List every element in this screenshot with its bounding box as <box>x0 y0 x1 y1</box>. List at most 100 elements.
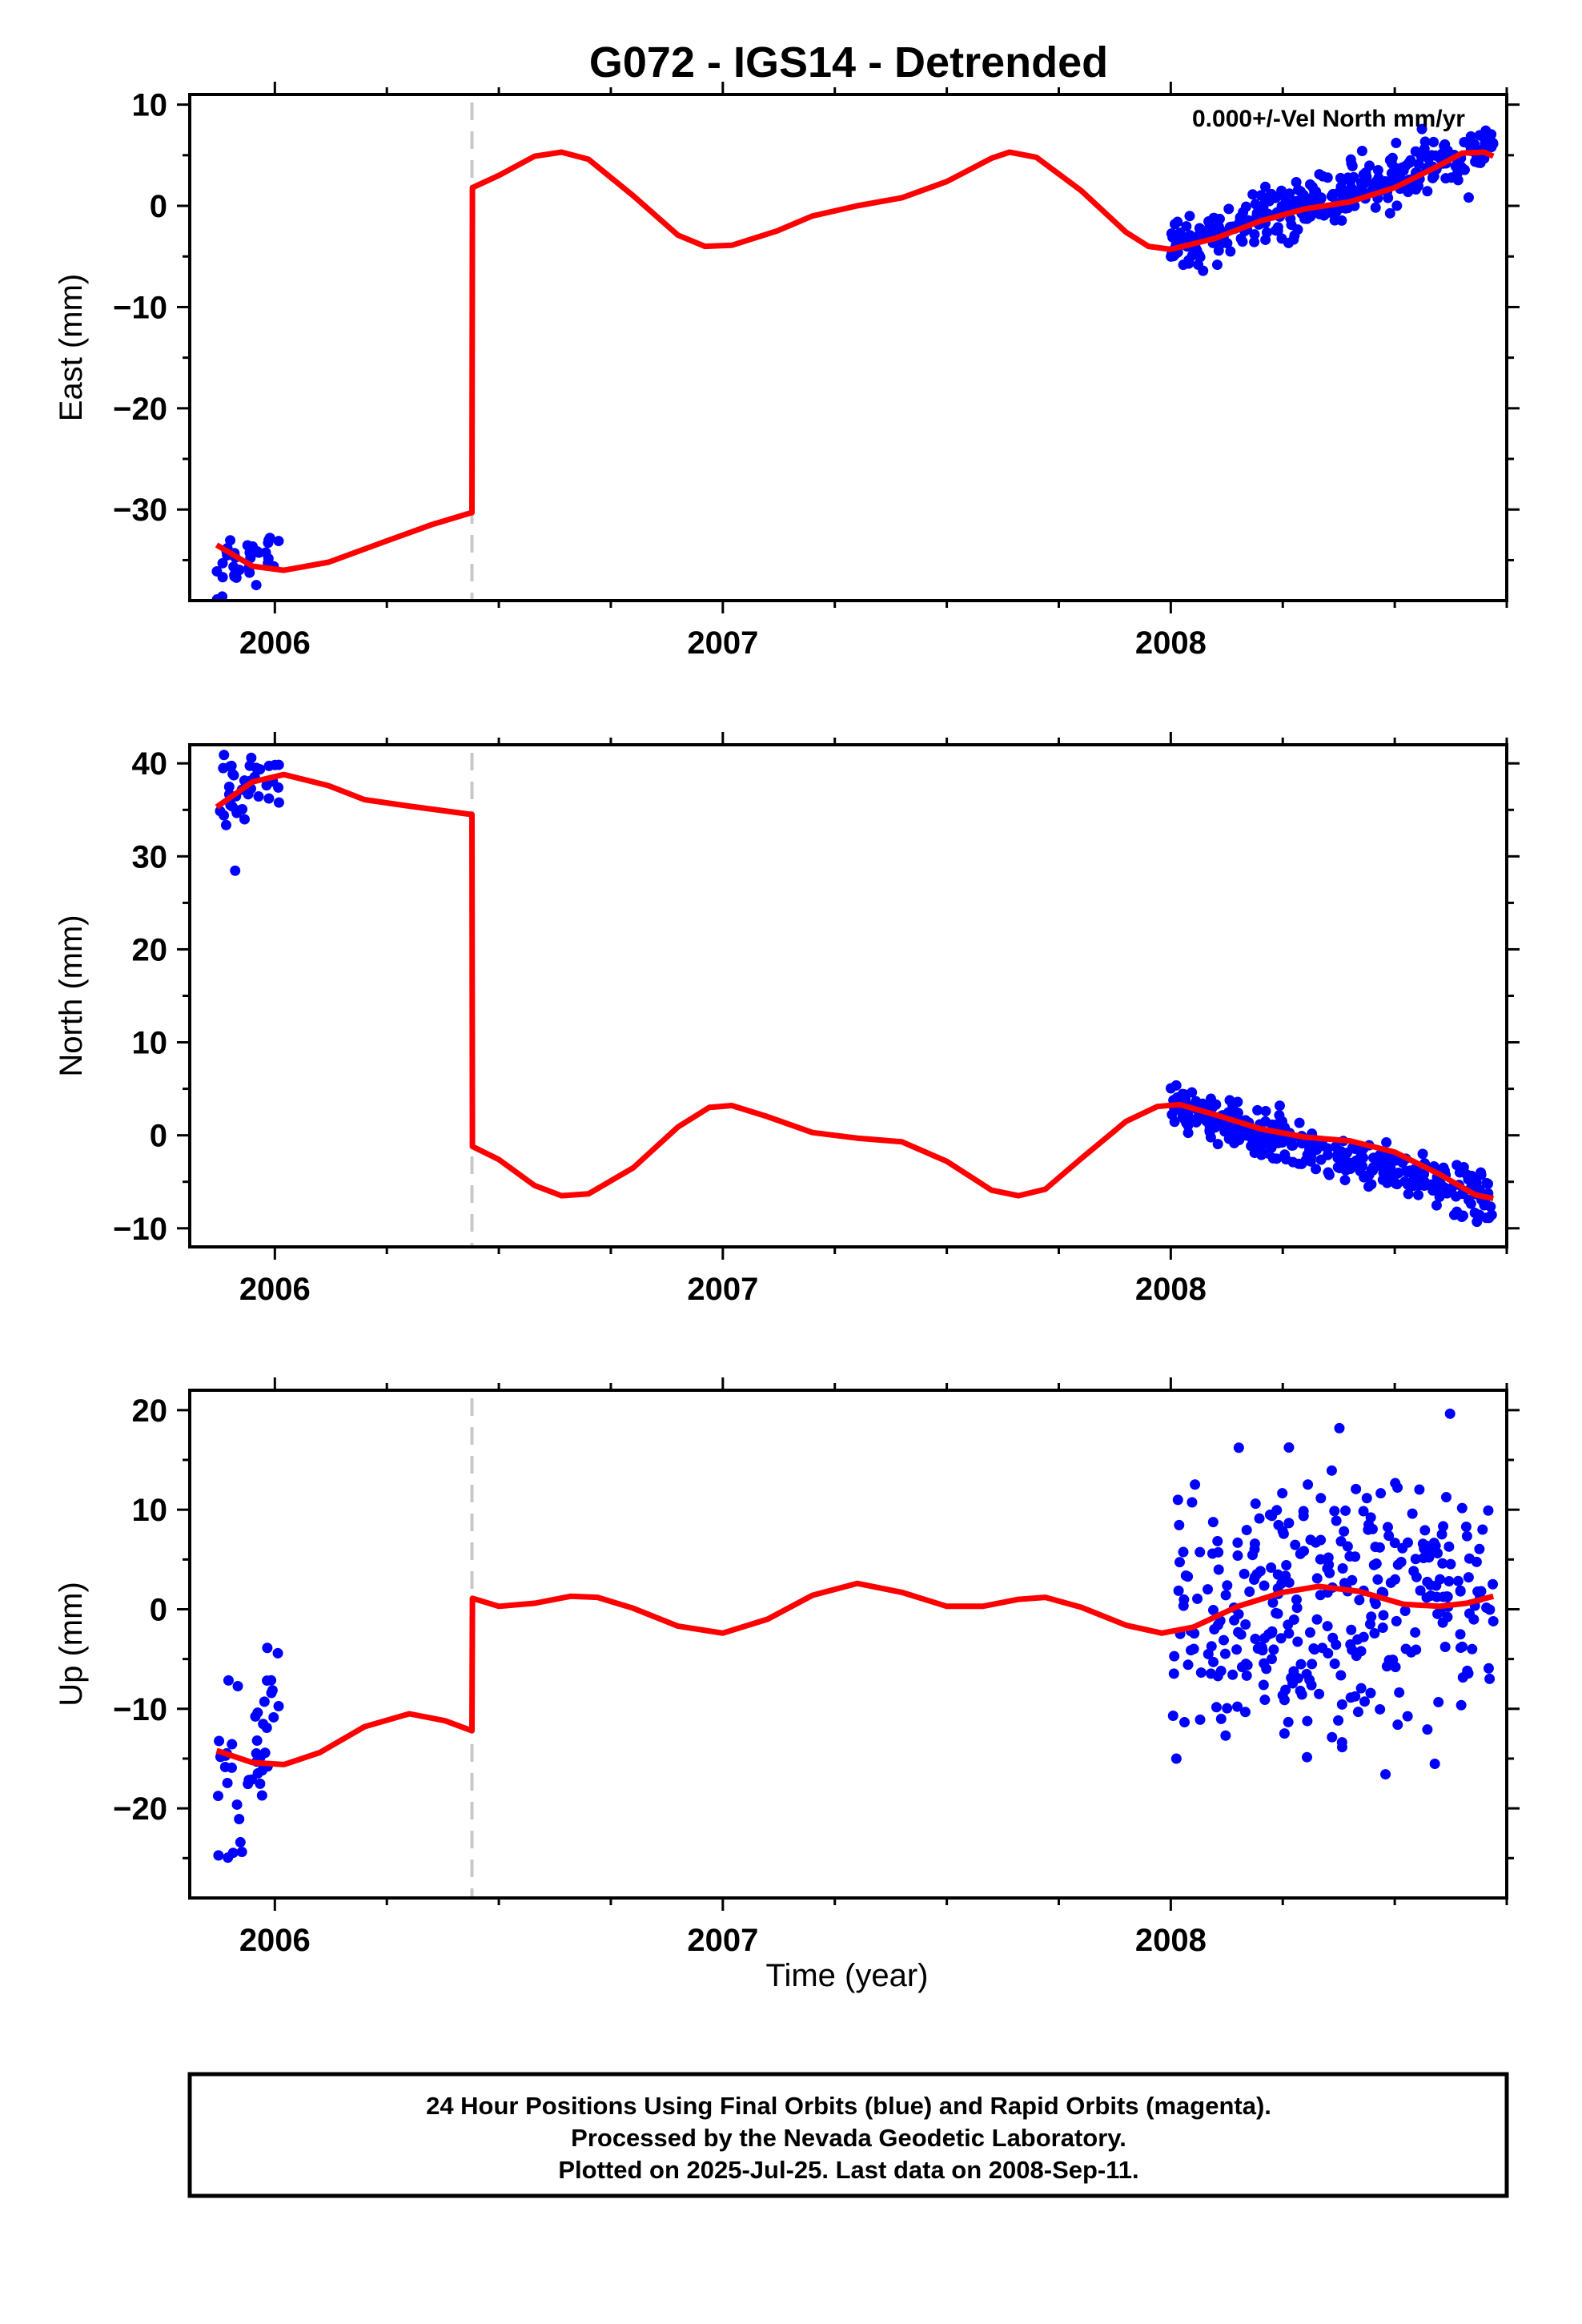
north-data-point <box>1259 1132 1270 1144</box>
up-data-point <box>1467 1643 1478 1655</box>
up-data-point <box>1258 1679 1269 1691</box>
east-data-point <box>1263 195 1275 207</box>
north-data-point <box>1403 1188 1414 1200</box>
north-data-point <box>1252 1104 1263 1116</box>
north-data-point <box>1468 1172 1479 1184</box>
north-data-point <box>1260 1105 1271 1116</box>
east-data-point <box>1416 123 1427 135</box>
up-data-point <box>1277 1526 1288 1537</box>
north-data-point <box>1363 1169 1375 1180</box>
north-data-point <box>1211 1099 1222 1110</box>
east-data-point <box>1419 136 1431 147</box>
up-data-point <box>1429 1759 1440 1770</box>
up-data-point <box>1410 1554 1421 1565</box>
north-data-point <box>253 791 264 802</box>
up-data-point <box>1256 1642 1267 1653</box>
up-data-point <box>1172 1494 1183 1506</box>
up-data-point <box>1438 1521 1449 1532</box>
east-data-point <box>217 591 228 601</box>
north-data-point <box>1212 1139 1223 1150</box>
up-data-point <box>1299 1546 1310 1557</box>
east-y-tick-label: −20 <box>113 392 167 427</box>
north-data-point <box>1255 1140 1267 1152</box>
north-data-point <box>1191 1116 1202 1128</box>
up-data-point <box>1329 1506 1340 1517</box>
up-data-point <box>1277 1488 1288 1499</box>
north-data-point <box>1315 1154 1327 1165</box>
north-y-axis-label: North (mm) <box>54 915 89 1076</box>
up-data-point <box>1174 1519 1185 1530</box>
up-data-point <box>235 1836 246 1848</box>
north-data-point <box>1485 1201 1496 1212</box>
chart-panels: 2006 2007 2008 10 0 −10 −20 −30 East (mm) 0.000+/… <box>54 82 1520 1958</box>
north-data-point <box>230 865 241 876</box>
north-data-point <box>1311 1164 1322 1175</box>
up-data-point <box>1268 1644 1279 1655</box>
up-data-point <box>1392 1719 1403 1731</box>
up-data-point <box>1231 1644 1243 1655</box>
up-data-point <box>1463 1572 1474 1583</box>
up-data-point <box>1219 1648 1231 1659</box>
east-data-point <box>1295 186 1306 197</box>
up-data-point <box>1255 1566 1266 1577</box>
up-data-point <box>1215 1713 1227 1724</box>
up-data-point <box>1464 1608 1475 1619</box>
up-data-point <box>1369 1628 1380 1639</box>
up-data-point <box>1481 1602 1492 1614</box>
up-data-point <box>1372 1574 1383 1585</box>
north-x-tick-label: 2006 <box>239 1272 311 1307</box>
up-data-point <box>1212 1671 1223 1682</box>
east-data-point <box>244 567 255 578</box>
up-data-point <box>1254 1513 1265 1524</box>
up-data-point <box>1477 1524 1488 1535</box>
east-data-point <box>1391 138 1402 149</box>
east-data-point <box>1168 251 1179 262</box>
north-data-point <box>1345 1164 1356 1175</box>
up-y-axis-label: Up (mm) <box>54 1582 89 1707</box>
east-data-point <box>217 557 228 569</box>
north-data-point <box>239 814 250 825</box>
up-data-point <box>1455 1642 1466 1654</box>
east-panel: 2006 2007 2008 10 0 −10 −20 −30 East (mm) 0.000+/… <box>54 82 1520 661</box>
up-data-point <box>1339 1526 1350 1537</box>
north-data-point <box>1400 1165 1411 1176</box>
up-data-point <box>1350 1691 1361 1702</box>
up-data-point <box>1241 1525 1252 1536</box>
east-data-point <box>1422 186 1433 197</box>
up-data-point <box>1364 1618 1375 1630</box>
east-data-point <box>1486 129 1497 140</box>
up-data-point <box>1440 1492 1452 1503</box>
up-data-point <box>1354 1594 1365 1606</box>
east-data-point <box>1291 176 1302 187</box>
up-data-point <box>1347 1644 1358 1655</box>
up-data-point <box>1190 1479 1201 1490</box>
up-data-point <box>1222 1580 1233 1591</box>
velocity-annotation: 0.000+/-Vel North mm/yr <box>1192 106 1465 132</box>
north-data-point <box>231 807 243 818</box>
up-data-point <box>1443 1541 1455 1552</box>
north-data-point <box>1413 1189 1424 1200</box>
north-data-point <box>1209 1118 1220 1129</box>
up-data-point <box>227 1848 239 1859</box>
up-data-point <box>1259 1695 1271 1706</box>
up-data-point <box>1249 1538 1260 1550</box>
up-data-point <box>1307 1659 1318 1670</box>
north-data-point <box>1431 1200 1442 1211</box>
up-data-point <box>1331 1639 1342 1651</box>
east-data-point <box>217 572 228 583</box>
up-data-point <box>251 1735 263 1746</box>
up-data-point <box>268 1711 279 1723</box>
chart-title: G072 - IGS14 - Detrended <box>589 38 1108 86</box>
up-data-point <box>273 1701 284 1712</box>
east-data-point <box>1181 221 1192 232</box>
up-data-point <box>1315 1534 1327 1546</box>
north-x-tick-label: 2008 <box>1135 1272 1207 1307</box>
up-data-point <box>1463 1668 1474 1679</box>
east-data-point <box>1276 189 1287 200</box>
north-data-point <box>1409 1178 1420 1189</box>
north-data-point <box>1417 1180 1428 1191</box>
up-data-point <box>256 1790 267 1801</box>
up-data-point <box>1244 1586 1255 1598</box>
up-data-point <box>1323 1559 1335 1570</box>
east-data-point <box>1213 245 1224 256</box>
